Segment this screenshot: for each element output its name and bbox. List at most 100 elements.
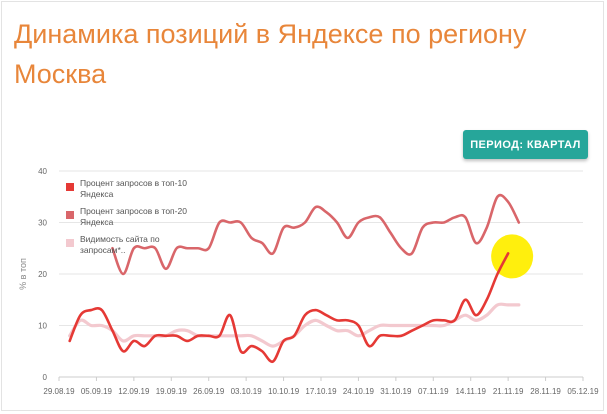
data-point-1-42 bbox=[518, 222, 520, 224]
period-quarter-button[interactable]: ПЕРИОД: КВАРТАЛ bbox=[463, 130, 588, 159]
data-point-0-0 bbox=[69, 340, 71, 342]
data-point-1-14 bbox=[219, 222, 221, 224]
data-point-0-24 bbox=[325, 314, 327, 316]
data-point-1-39 bbox=[486, 227, 488, 229]
data-point-0-20 bbox=[283, 340, 285, 342]
legend-label-visibility: Видимость сайта по запросам*.. bbox=[80, 234, 160, 255]
data-point-2-27 bbox=[358, 335, 360, 337]
data-point-1-30 bbox=[390, 232, 392, 234]
data-point-1-18 bbox=[261, 242, 263, 244]
data-point-0-11 bbox=[186, 340, 188, 342]
data-point-1-34 bbox=[432, 222, 434, 224]
y-tick-label-0: 0 bbox=[43, 373, 48, 382]
data-point-0-5 bbox=[122, 350, 124, 352]
data-point-2-37 bbox=[464, 314, 466, 316]
data-point-0-13 bbox=[208, 335, 210, 337]
x-tick-label-3: 19.09.19 bbox=[156, 387, 188, 396]
data-point-0-30 bbox=[390, 335, 392, 337]
data-point-1-31 bbox=[400, 247, 402, 249]
data-point-2-18 bbox=[261, 340, 263, 342]
legend-item-visibility[interactable]: Видимость сайта по запросам*.. bbox=[62, 234, 202, 256]
data-point-0-3 bbox=[101, 309, 103, 311]
data-point-1-19 bbox=[272, 253, 274, 255]
data-point-2-39 bbox=[486, 314, 488, 316]
data-point-1-36 bbox=[454, 216, 456, 218]
series-line-0-0 bbox=[68, 252, 510, 363]
data-point-0-2 bbox=[90, 309, 92, 311]
data-point-1-29 bbox=[379, 216, 381, 218]
data-point-2-35 bbox=[443, 325, 445, 327]
data-point-0-28 bbox=[368, 345, 370, 347]
data-point-1-9 bbox=[165, 268, 167, 270]
data-point-2-29 bbox=[379, 325, 381, 327]
data-point-2-5 bbox=[122, 340, 124, 342]
data-point-2-41 bbox=[507, 304, 509, 306]
data-point-2-40 bbox=[497, 304, 499, 306]
data-point-0-21 bbox=[293, 335, 295, 337]
data-point-2-23 bbox=[315, 319, 317, 321]
x-tick-label-7: 17.10.19 bbox=[305, 387, 337, 396]
data-point-0-23 bbox=[315, 309, 317, 311]
data-point-0-15 bbox=[229, 314, 231, 316]
x-tick-label-13: 28.11.19 bbox=[530, 387, 561, 396]
data-point-1-5 bbox=[122, 273, 124, 275]
data-point-0-33 bbox=[422, 325, 424, 327]
data-point-0-12 bbox=[197, 335, 199, 337]
data-point-0-39 bbox=[486, 299, 488, 301]
data-point-2-31 bbox=[400, 325, 402, 327]
data-point-2-22 bbox=[304, 325, 306, 327]
data-point-2-2 bbox=[90, 325, 92, 327]
data-point-1-40 bbox=[497, 196, 499, 198]
data-point-0-35 bbox=[443, 319, 445, 321]
data-point-2-15 bbox=[229, 335, 231, 337]
series-line-1-0 bbox=[111, 193, 521, 276]
chart-legend: Процент запросов в топ-10 Яндекса Процен… bbox=[62, 178, 202, 262]
data-point-0-14 bbox=[219, 335, 221, 337]
data-point-2-38 bbox=[475, 319, 477, 321]
data-point-2-42 bbox=[518, 304, 520, 306]
legend-item-top10[interactable]: Процент запросов в топ-10 Яндекса bbox=[62, 178, 202, 200]
data-point-1-15 bbox=[229, 222, 231, 224]
data-point-0-6 bbox=[133, 340, 135, 342]
data-point-0-22 bbox=[304, 314, 306, 316]
legend-label-top20: Процент запросов в топ-20 Яндекса bbox=[80, 206, 187, 227]
data-point-0-27 bbox=[358, 325, 360, 327]
page-title: Динамика позиций в Яндексе по региону Мо… bbox=[14, 19, 527, 89]
data-point-2-7 bbox=[144, 335, 146, 337]
data-point-2-16 bbox=[240, 335, 242, 337]
data-point-0-4 bbox=[112, 330, 114, 332]
legend-swatch-top20 bbox=[65, 210, 75, 220]
legend-item-top20[interactable]: Процент запросов в топ-20 Яндекса bbox=[62, 206, 202, 228]
x-tick-label-11: 14.11.19 bbox=[455, 387, 486, 396]
data-point-1-16 bbox=[240, 222, 242, 224]
data-point-2-25 bbox=[336, 330, 338, 332]
x-tick-label-8: 24.10.19 bbox=[343, 387, 375, 396]
data-point-1-20 bbox=[283, 227, 285, 229]
data-point-1-27 bbox=[358, 222, 360, 224]
data-point-2-19 bbox=[272, 345, 274, 347]
data-point-2-26 bbox=[347, 330, 349, 332]
data-point-2-30 bbox=[390, 325, 392, 327]
legend-swatch-top10 bbox=[65, 182, 75, 192]
data-point-1-28 bbox=[368, 216, 370, 218]
data-point-0-7 bbox=[144, 345, 146, 347]
x-tick-label-1: 05.09.19 bbox=[81, 387, 113, 396]
data-point-0-26 bbox=[347, 319, 349, 321]
x-tick-label-0: 29.08.19 bbox=[43, 387, 75, 396]
data-point-0-40 bbox=[497, 273, 499, 275]
data-point-1-17 bbox=[251, 237, 253, 239]
data-point-0-31 bbox=[400, 335, 402, 337]
data-point-2-32 bbox=[411, 325, 413, 327]
data-point-1-35 bbox=[443, 222, 445, 224]
data-point-2-1 bbox=[79, 319, 81, 321]
data-point-2-24 bbox=[325, 325, 327, 327]
data-point-0-17 bbox=[251, 345, 253, 347]
y-tick-label-30: 30 bbox=[38, 219, 47, 228]
data-point-1-23 bbox=[315, 206, 317, 208]
x-tick-label-4: 26.09.19 bbox=[193, 387, 225, 396]
data-point-1-26 bbox=[347, 237, 349, 239]
y-tick-label-20: 20 bbox=[38, 270, 47, 279]
data-point-0-8 bbox=[154, 335, 156, 337]
data-point-2-17 bbox=[251, 335, 253, 337]
y-tick-label-10: 10 bbox=[38, 322, 47, 331]
